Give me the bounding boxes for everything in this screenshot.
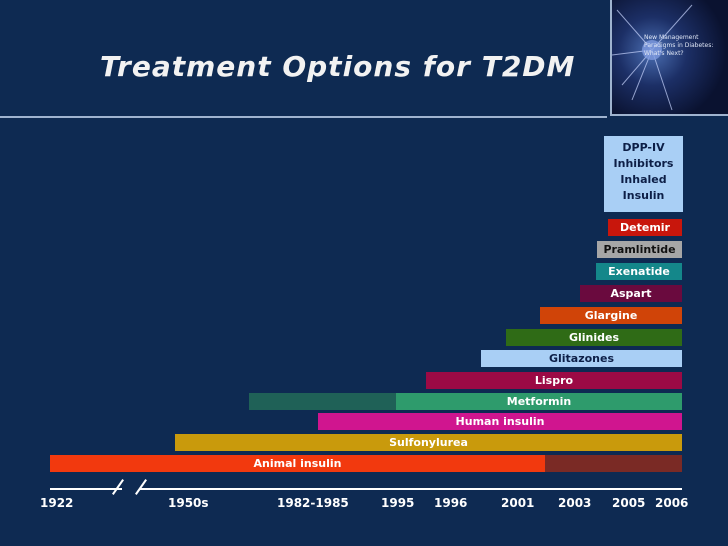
bar-detemir: Detemir [608, 219, 682, 236]
bar-metformin: Metformin [396, 393, 682, 410]
year-label-2001: 2001 [501, 496, 535, 510]
title-divider [0, 116, 607, 118]
year-label-1950s: 1950s [168, 496, 209, 510]
corner-caption: New Management Paradigms in Diabetes: Wh… [644, 34, 714, 57]
upcoming-treatments-box: DPP-IV Inhibitors Inhaled Insulin [604, 136, 683, 212]
bar-glitazones: Glitazones [481, 350, 682, 367]
bar-glinides: Glinides [506, 329, 682, 346]
upcoming-line: Inhibitors [613, 157, 674, 170]
year-label-2006: 2006 [655, 496, 689, 510]
year-label-1982-1985: 1982-1985 [277, 496, 349, 510]
bar-glargine: Glargine [540, 307, 682, 324]
axis-break-mark [112, 479, 124, 495]
year-label-1922: 1922 [40, 496, 74, 510]
timeline-axis-left [50, 488, 122, 490]
bar-pramlintide: Pramlintide [597, 241, 682, 258]
bar-sulfonylurea: Sulfonylurea [175, 434, 682, 451]
axis-break-mark [135, 479, 147, 495]
slide-title: Treatment Options for T2DM [100, 50, 576, 83]
timeline-axis-right [140, 488, 682, 490]
bar-animal-insulin: Animal insulin [50, 455, 545, 472]
bar-exenatide: Exenatide [596, 263, 682, 280]
bar-human-insulin: Human insulin [318, 413, 682, 430]
bar-aspart: Aspart [580, 285, 682, 302]
upcoming-line: Insulin [622, 189, 665, 202]
upcoming-line: Inhaled [620, 173, 667, 186]
starburst-icon [612, 4, 693, 111]
year-label-1996: 1996 [434, 496, 468, 510]
bar-metformin-earlier [249, 393, 396, 410]
corner-thumbnail-image: New Management Paradigms in Diabetes: Wh… [610, 0, 728, 116]
upcoming-line: DPP-IV [622, 141, 665, 154]
year-label-1995: 1995 [381, 496, 415, 510]
year-label-2003: 2003 [558, 496, 592, 510]
bar-lispro: Lispro [426, 372, 682, 389]
year-label-2005: 2005 [612, 496, 646, 510]
bar-animal-insulin-later [545, 455, 682, 472]
